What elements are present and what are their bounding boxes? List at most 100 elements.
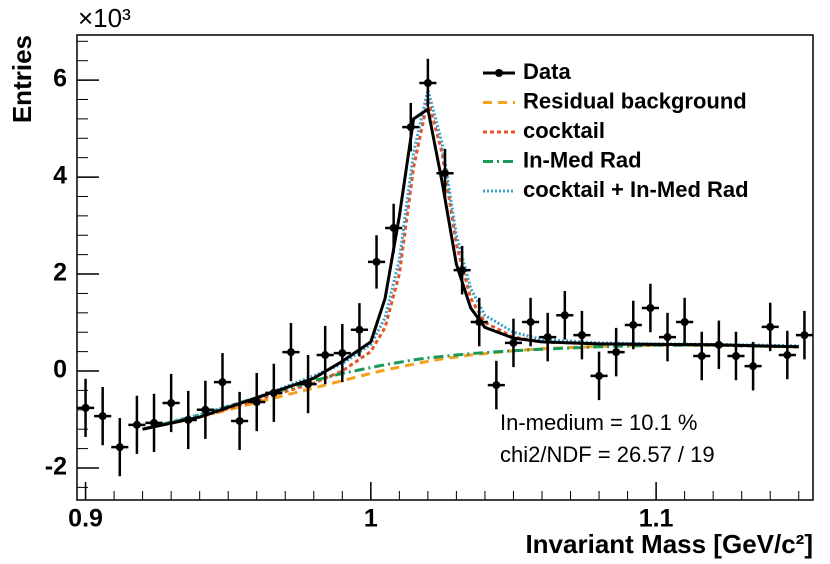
data-marker [269,388,278,397]
y-tick-label: 6 [53,65,67,93]
data-point [556,291,574,340]
data-marker [115,443,124,452]
data-point [213,353,232,412]
data-point [573,310,591,360]
series-line [142,343,799,431]
data-point [676,297,694,347]
y-axis-title: Entries [7,35,37,123]
y-tick-label: 0 [53,356,67,384]
data-point [402,102,420,152]
data-point [453,245,471,295]
data-marker [355,325,364,334]
data-marker [766,322,775,331]
data-marker [595,371,604,380]
data-point [470,297,488,347]
data-marker [406,123,415,132]
data-point [761,302,779,352]
data-point [487,360,505,410]
legend-label: cocktail + In-Med Rad [523,177,749,202]
data-point [624,300,642,350]
legend-label: In-Med Rad [523,147,642,172]
data-point [128,395,146,454]
data-marker [201,405,210,414]
data-marker [629,320,638,329]
data-point [162,373,180,433]
data-marker [646,303,655,312]
data-marker [577,331,586,340]
data-point [248,372,266,432]
data-marker [184,415,193,424]
x-tick-label: 1 [364,505,378,533]
data-point [607,327,625,377]
data-point [385,203,403,253]
data-point [504,318,523,368]
data-point [77,378,95,437]
data-marker [150,418,159,427]
annotation: In-medium = 10.1 % [500,410,697,435]
data-point [367,235,386,289]
plot-frame [76,34,814,501]
y-tick-label: 2 [53,259,67,287]
data-point [539,312,557,362]
data-point [94,387,112,446]
data-marker [441,169,449,178]
data-point [744,341,762,391]
legend: Data Residual background cocktail In-Med Ra… [483,59,749,202]
data-point [196,380,214,439]
y-tick-label: -2 [45,453,67,481]
x-axis-title: Invariant Mass [GeV/c²] [525,529,813,559]
data-marker [783,351,792,360]
axis-multiplier: ×10³ [78,3,131,33]
data-marker [167,399,176,408]
data-point [265,363,283,422]
data-point [111,418,129,477]
data-marker [321,351,330,360]
data-point [145,393,163,452]
legend-label: cocktail [523,118,605,143]
data-point [795,310,813,360]
data-fit-line [142,106,799,431]
data-marker [714,340,723,349]
data-point [778,330,796,380]
data-marker [800,331,809,340]
data-point [436,148,454,198]
x-tick-label: 1.1 [639,505,674,533]
series-line [142,343,799,431]
data-marker [218,378,227,387]
data-marker [492,381,501,390]
data-marker [749,362,758,371]
data-point [282,323,300,382]
legend-marker [495,69,503,77]
data-marker [252,398,261,407]
data-marker [680,318,689,327]
data-marker [509,338,518,347]
data-point [727,331,745,381]
data-marker [526,318,535,327]
data-marker [372,257,381,266]
data-point [333,323,351,383]
data-marker [132,420,141,429]
data-point [641,283,659,333]
legend-label: Data [523,59,571,84]
data-marker [338,349,347,358]
data-point [419,58,437,108]
data-marker [560,311,569,320]
data-marker [389,223,398,232]
data-point [590,351,608,401]
data-point [231,391,249,451]
data-point [522,297,540,347]
data-marker [475,318,484,327]
data-point [316,325,334,385]
data-point [299,355,317,414]
data-point [693,331,711,381]
data-point [350,303,368,357]
data-marker [235,416,244,425]
data-marker [286,348,295,357]
y-tick-label: 4 [53,162,67,190]
data-marker [98,412,107,421]
data-marker [458,266,467,275]
annotation: chi2/NDF = 26.57 / 19 [500,442,715,467]
data-marker [543,333,552,342]
